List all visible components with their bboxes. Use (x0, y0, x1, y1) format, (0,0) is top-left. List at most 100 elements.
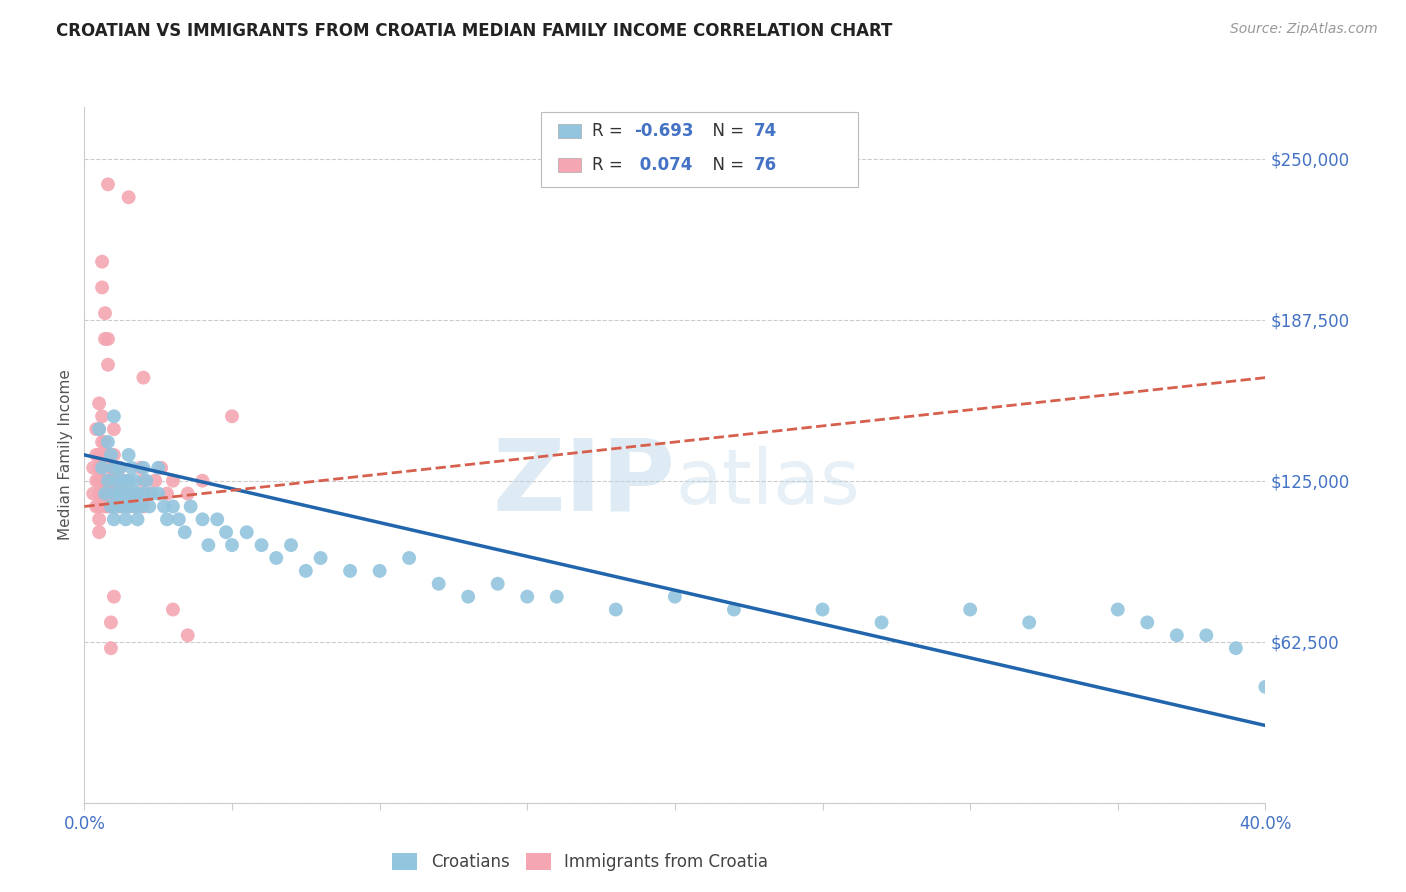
Legend: Croatians, Immigrants from Croatia: Croatians, Immigrants from Croatia (385, 847, 775, 878)
Point (103, 422, 125, 436)
Point (148, 460, 170, 475)
Point (124, 474, 146, 488)
Point (457, 590, 479, 604)
Point (118, 190, 141, 204)
Point (197, 538, 219, 552)
Point (105, 474, 128, 488)
Point (84, 500, 107, 514)
Point (91, 460, 114, 475)
Point (97, 358, 120, 372)
Point (97, 474, 120, 488)
Point (264, 551, 288, 566)
Point (368, 564, 391, 578)
Text: 74: 74 (754, 122, 778, 140)
Y-axis label: Median Family Income: Median Family Income (58, 369, 73, 541)
Point (111, 474, 134, 488)
Point (100, 500, 122, 514)
Point (105, 486, 128, 500)
Point (97, 332, 120, 346)
Text: N =: N = (702, 156, 749, 174)
Point (87, 486, 111, 500)
Point (127, 486, 149, 500)
Point (108, 460, 131, 475)
Point (1254, 680, 1277, 694)
Point (97, 474, 120, 488)
Point (138, 486, 160, 500)
Point (87, 474, 111, 488)
Text: atlas: atlas (675, 446, 859, 520)
Point (118, 500, 141, 514)
Point (84, 448, 107, 462)
Point (97, 500, 120, 514)
Point (124, 500, 146, 514)
Point (1018, 615, 1040, 630)
Point (339, 564, 361, 578)
Point (121, 486, 143, 500)
Point (94, 486, 117, 500)
Point (87, 422, 111, 436)
Point (127, 486, 149, 500)
Point (156, 486, 179, 500)
Point (87, 525, 111, 540)
Point (180, 500, 202, 514)
Point (132, 500, 155, 514)
Point (103, 500, 125, 514)
Point (111, 474, 134, 488)
Point (91, 409, 114, 424)
Point (205, 512, 228, 526)
Point (94, 486, 117, 500)
Point (91, 460, 114, 475)
Point (215, 525, 238, 540)
Point (118, 500, 141, 514)
Point (118, 448, 141, 462)
Point (162, 474, 184, 488)
Text: CROATIAN VS IMMIGRANTS FROM CROATIA MEDIAN FAMILY INCOME CORRELATION CHART: CROATIAN VS IMMIGRANTS FROM CROATIA MEDI… (56, 22, 893, 40)
Point (138, 500, 160, 514)
Point (177, 628, 200, 642)
Point (100, 641, 122, 656)
Point (94, 448, 117, 462)
Point (516, 590, 538, 604)
Point (91, 474, 114, 488)
Point (173, 525, 195, 540)
Point (103, 409, 125, 424)
Point (143, 474, 166, 488)
Point (177, 486, 200, 500)
Text: 0.074: 0.074 (634, 156, 693, 174)
Point (108, 486, 131, 500)
Point (132, 474, 155, 488)
Point (100, 448, 122, 462)
Point (664, 590, 686, 604)
Point (118, 474, 141, 488)
Point (94, 500, 117, 514)
Point (103, 486, 125, 500)
Text: 76: 76 (754, 156, 776, 174)
Point (108, 486, 131, 500)
Point (309, 551, 332, 566)
Point (114, 512, 136, 526)
Point (1225, 641, 1247, 656)
Point (280, 538, 302, 552)
Point (87, 448, 111, 462)
Point (103, 486, 125, 500)
Point (221, 538, 243, 552)
Point (486, 576, 509, 591)
Point (84, 474, 107, 488)
Point (118, 474, 141, 488)
Point (605, 602, 627, 616)
Point (103, 474, 125, 488)
Point (959, 602, 981, 616)
Point (111, 500, 134, 514)
Point (150, 460, 173, 475)
Point (162, 500, 184, 514)
Point (87, 512, 111, 526)
Point (111, 500, 134, 514)
Point (94, 435, 117, 450)
Text: Source: ZipAtlas.com: Source: ZipAtlas.com (1230, 22, 1378, 37)
Point (103, 448, 125, 462)
Point (129, 460, 152, 475)
Point (1107, 602, 1129, 616)
Point (156, 512, 179, 526)
Point (427, 576, 450, 591)
Point (108, 460, 131, 475)
